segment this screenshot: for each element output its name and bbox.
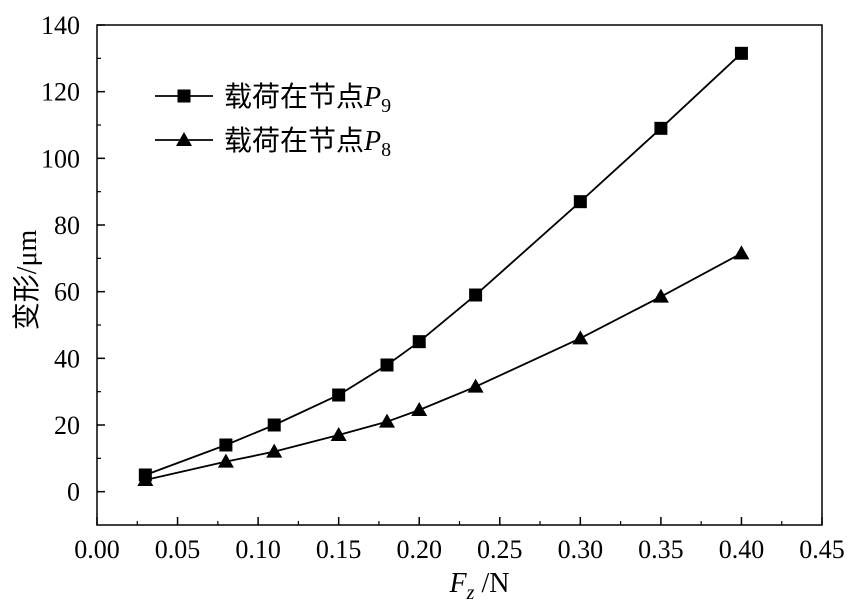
x-tick-label: 0.35 [638, 535, 684, 564]
data-point [330, 427, 347, 441]
data-point [266, 443, 283, 458]
x-tick-label: 0.30 [558, 535, 604, 564]
axes: 0.00 0.05 0.10 0.15 0.20 0.25 0.30 0.35 0.40 0.45… [41, 11, 845, 564]
legend-sub: 9 [381, 95, 391, 117]
y-tick-label: 140 [41, 11, 80, 40]
legend-text: 载荷在节点 [224, 81, 364, 113]
x-axis-title-sub: z [466, 582, 475, 602]
series-0 [138, 46, 748, 482]
series-line [145, 252, 742, 481]
x-tick-label: 0.45 [799, 535, 845, 564]
x-tick-label: 0.15 [316, 535, 362, 564]
y-axis-title: 变形/μm [11, 229, 43, 330]
data-point [332, 388, 346, 402]
plot-area [137, 46, 750, 486]
legend-var: P [363, 82, 381, 113]
data-point [652, 288, 669, 303]
data-point [380, 358, 394, 372]
y-tick-label: 20 [54, 411, 80, 440]
y-tick-label: 0 [67, 478, 80, 507]
data-point [572, 330, 589, 345]
legend-marker [177, 89, 191, 103]
data-point [733, 245, 750, 260]
data-point [411, 402, 428, 416]
legend-label: 载荷在节点P9 [224, 81, 391, 117]
series-1 [137, 245, 750, 486]
y-tick-label: 100 [41, 144, 80, 173]
y-tick-label: 120 [41, 78, 80, 107]
legend-item: 载荷在节点P9 [155, 81, 391, 117]
y-tick-label: 80 [54, 211, 80, 240]
x-tick-label: 0.10 [235, 535, 281, 564]
x-tick-label: 0.40 [719, 535, 765, 564]
x-axis-title: Fz /N [449, 568, 510, 602]
data-point [217, 453, 234, 468]
legend-item: 载荷在节点P8 [155, 125, 391, 161]
x-tick-label: 0.20 [396, 535, 442, 564]
x-axis-title-unit: /N [474, 568, 509, 599]
legend-text: 载荷在节点 [224, 125, 364, 157]
x-tick-label: 0.25 [477, 535, 523, 564]
y-tick-label: 60 [54, 278, 80, 307]
data-point [469, 288, 483, 302]
data-point [267, 418, 281, 432]
y-tick-label: 40 [54, 344, 80, 373]
series-line [145, 52, 743, 476]
plot-frame [96, 24, 823, 526]
legend-var: P [363, 126, 381, 157]
data-point [573, 195, 587, 209]
x-tick-label: 0.00 [74, 535, 120, 564]
data-point [137, 472, 154, 486]
data-point [412, 335, 426, 349]
x-tick-label: 0.05 [155, 535, 201, 564]
data-point [654, 121, 668, 135]
data-point [379, 413, 395, 428]
legend-marker [176, 132, 192, 146]
data-point [219, 438, 233, 452]
data-point [734, 46, 748, 60]
x-axis-title-main: F [449, 568, 468, 599]
legend-sub: 8 [381, 139, 391, 161]
data-point [467, 378, 484, 393]
legend-label: 载荷在节点P8 [224, 125, 391, 161]
